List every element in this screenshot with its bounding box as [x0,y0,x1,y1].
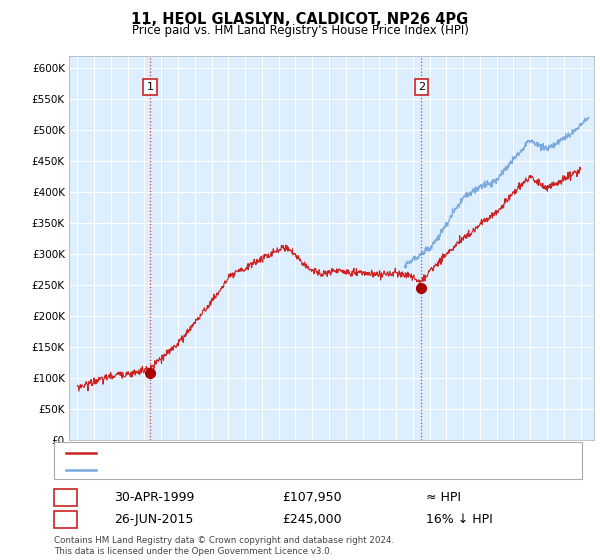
Text: Contains HM Land Registry data © Crown copyright and database right 2024.
This d: Contains HM Land Registry data © Crown c… [54,536,394,556]
Text: Price paid vs. HM Land Registry's House Price Index (HPI): Price paid vs. HM Land Registry's House … [131,24,469,36]
Text: 30-APR-1999: 30-APR-1999 [114,491,194,504]
Text: 11, HEOL GLASLYN, CALDICOT, NP26 4PG (detached house): 11, HEOL GLASLYN, CALDICOT, NP26 4PG (de… [102,447,428,458]
Text: 1: 1 [61,491,70,504]
Text: 26-JUN-2015: 26-JUN-2015 [114,513,193,526]
Text: 2: 2 [418,82,425,92]
Text: 1: 1 [146,82,154,92]
Text: 2: 2 [61,513,70,526]
Text: HPI: Average price, detached house, Monmouthshire: HPI: Average price, detached house, Monm… [102,465,389,475]
Text: £107,950: £107,950 [282,491,341,504]
Text: 11, HEOL GLASLYN, CALDICOT, NP26 4PG: 11, HEOL GLASLYN, CALDICOT, NP26 4PG [131,12,469,27]
Text: 16% ↓ HPI: 16% ↓ HPI [426,513,493,526]
Text: £245,000: £245,000 [282,513,341,526]
Text: ≈ HPI: ≈ HPI [426,491,461,504]
